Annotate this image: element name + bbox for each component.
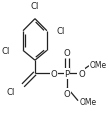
Text: Cl: Cl [2, 46, 10, 55]
Text: OMe: OMe [90, 61, 107, 69]
Text: Cl: Cl [31, 2, 39, 11]
Text: O: O [50, 69, 57, 78]
Text: OMe: OMe [80, 97, 97, 106]
Text: P: P [65, 69, 70, 78]
Text: Cl: Cl [6, 88, 15, 97]
Text: O: O [64, 89, 70, 98]
Text: O: O [78, 69, 85, 78]
Text: O: O [64, 48, 70, 57]
Text: Cl: Cl [57, 27, 65, 36]
